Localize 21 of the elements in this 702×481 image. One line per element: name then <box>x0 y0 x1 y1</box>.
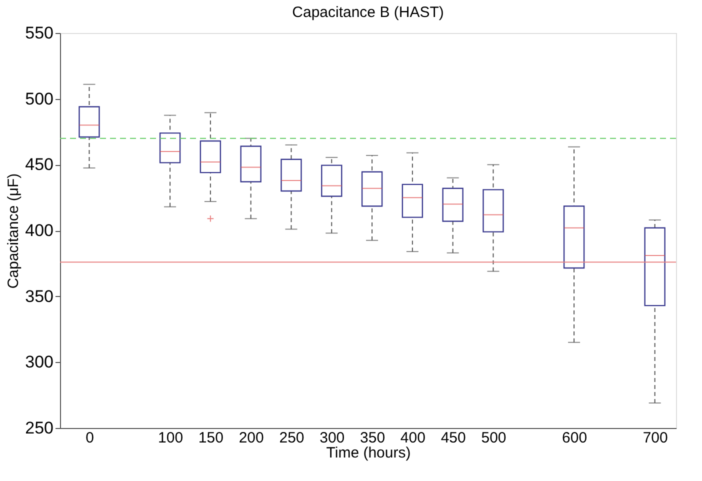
x-tick-label: 600 <box>562 430 588 446</box>
x-tick-label: 350 <box>360 430 386 446</box>
x-tick-label: 100 <box>158 430 184 446</box>
x-tick-label: 150 <box>198 430 224 446</box>
y-tick-label: 300 <box>25 352 54 372</box>
y-tick-label: 450 <box>25 155 54 174</box>
x-tick-label: 400 <box>400 430 426 446</box>
x-tick-label: 700 <box>642 430 668 446</box>
x-tick-label: 250 <box>279 430 304 446</box>
y-tick-label: 500 <box>25 89 54 108</box>
x-tick-label: 450 <box>440 430 466 446</box>
x-tick-label: 200 <box>238 430 264 446</box>
x-axis-title: Time (hours) <box>326 444 411 462</box>
y-tick-label: 400 <box>25 221 54 240</box>
y-tick-label: 550 <box>25 24 54 42</box>
y-axis-title: Capacitance (μF) <box>5 173 22 289</box>
chart-title: Capacitance B (HAST) <box>292 4 444 21</box>
y-tick-label: 350 <box>25 286 54 306</box>
x-tick-label: 300 <box>320 430 345 446</box>
x-tick-label: 0 <box>86 430 94 446</box>
x-tick-label: 500 <box>481 430 506 446</box>
